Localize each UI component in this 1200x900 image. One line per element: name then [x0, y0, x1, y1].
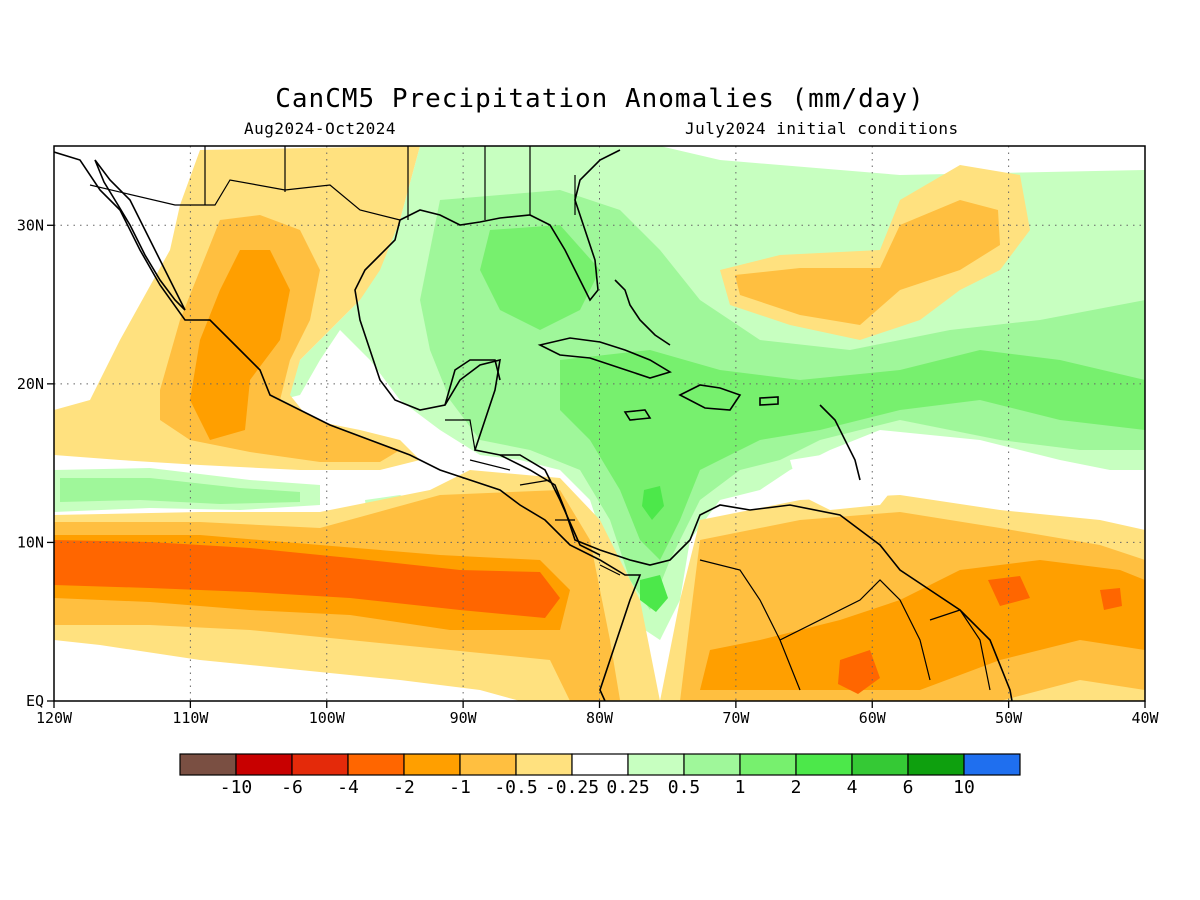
atlantic-negative-core — [838, 650, 880, 694]
subtropical-atlantic-negative-core — [735, 200, 1000, 325]
colorbar-label: 10 — [953, 777, 975, 798]
colorbar-swatch — [571, 753, 629, 776]
colorbar-swatch — [739, 753, 797, 776]
colorbar-swatch — [627, 753, 685, 776]
lat-tick-label: 30N — [17, 216, 44, 234]
colorbar-swatch — [179, 753, 237, 776]
axis-tick-labels: 120W 110W 100W 90W 80W 70W 60W 50W 40W EQ 10N 20N 30… — [17, 216, 1160, 727]
positive-anomaly-core — [640, 575, 668, 612]
lon-tick-label: 70W — [722, 709, 750, 727]
near-zero-region — [790, 452, 900, 510]
colorbar-labels: -10 -6 -4 -2 -1 -0.5 -0.25 0.25 0.5 1 2 4 6 10 — [220, 777, 975, 798]
colorbar-label: -2 — [393, 777, 415, 798]
colorbar-label: -4 — [337, 777, 359, 798]
colorbar-swatch — [851, 753, 909, 776]
pacific-positive-strip-core — [60, 478, 300, 504]
colorbar-swatch — [403, 753, 461, 776]
colorbar-swatch — [347, 753, 405, 776]
initial-conditions: July2024 initial conditions — [685, 119, 959, 138]
jamaica — [623, 409, 652, 421]
positive-anomaly-core — [642, 486, 664, 520]
colorbar-label: 4 — [847, 777, 858, 798]
colorbar-swatch — [795, 753, 853, 776]
lon-tick-label: 60W — [859, 709, 887, 727]
hispaniola — [678, 384, 742, 411]
atlantic-negative-core — [1100, 588, 1122, 610]
colorbar-label: 2 — [791, 777, 802, 798]
lon-tick-label: 120W — [36, 709, 73, 727]
us-mexico-border — [89, 179, 401, 221]
lon-tick-label: 40W — [1131, 709, 1159, 727]
puerto-rico — [759, 396, 779, 406]
colorbar-label: -10 — [220, 777, 253, 798]
bahamas — [614, 279, 671, 346]
colorbar-swatch — [963, 753, 1021, 776]
colorbar-label: 0.25 — [606, 777, 649, 798]
central-america-borders — [445, 419, 621, 576]
colorbar-swatch — [235, 753, 293, 776]
central-america-caribbean-coast — [499, 454, 1013, 701]
south-america-borders — [699, 559, 991, 691]
positive-anomaly-region-strong — [480, 225, 600, 330]
colorbar-label: -0.5 — [494, 777, 537, 798]
lon-tick-label: 90W — [450, 709, 478, 727]
mexico-negative-core — [190, 250, 290, 440]
political-borders — [89, 146, 991, 691]
axis-ticks — [47, 224, 1146, 708]
anomaly-field — [54, 146, 1145, 701]
lat-tick-label: 10N — [17, 533, 44, 551]
atlantic-negative-region-strong — [700, 560, 1145, 690]
lat-tick-label: EQ — [26, 692, 44, 710]
yucatan — [444, 359, 501, 406]
lon-tick-label: 110W — [172, 709, 209, 727]
gridlines — [54, 146, 1145, 701]
colorbar-label: -0.25 — [545, 777, 599, 798]
atlantic-negative-core — [988, 576, 1030, 606]
colorbar-swatch — [291, 753, 349, 776]
colorbar — [179, 753, 1021, 776]
lon-tick-label: 50W — [995, 709, 1023, 727]
colorbar-label: 6 — [903, 777, 914, 798]
colorbar-label: -6 — [281, 777, 303, 798]
lon-tick-label: 80W — [586, 709, 614, 727]
cuba — [537, 337, 672, 379]
forecast-period: Aug2024-Oct2024 — [244, 119, 396, 138]
lon-tick-label: 100W — [309, 709, 346, 727]
chart-title: CanCM5 Precipitation Anomalies (mm/day) — [275, 84, 925, 114]
colorbar-swatch — [683, 753, 741, 776]
mexico-pacific-coast — [54, 151, 642, 701]
lesser-antilles — [819, 404, 861, 481]
colorbar-swatch — [515, 753, 573, 776]
colorbar-label: 1 — [735, 777, 746, 798]
pacific-negative-band-core — [54, 540, 560, 618]
us-state-borders — [204, 146, 576, 220]
coastlines — [54, 149, 1013, 701]
gulf-of-mexico-coast — [354, 219, 601, 556]
colorbar-label: 0.5 — [668, 777, 701, 798]
positive-anomaly-region-strong — [560, 350, 1145, 560]
lat-tick-label: 20N — [17, 375, 44, 393]
baja-california — [94, 159, 186, 311]
colorbar-swatch — [907, 753, 965, 776]
colorbar-label: -1 — [449, 777, 471, 798]
colorbar-swatch — [459, 753, 517, 776]
us-gulf-coast — [399, 149, 621, 302]
